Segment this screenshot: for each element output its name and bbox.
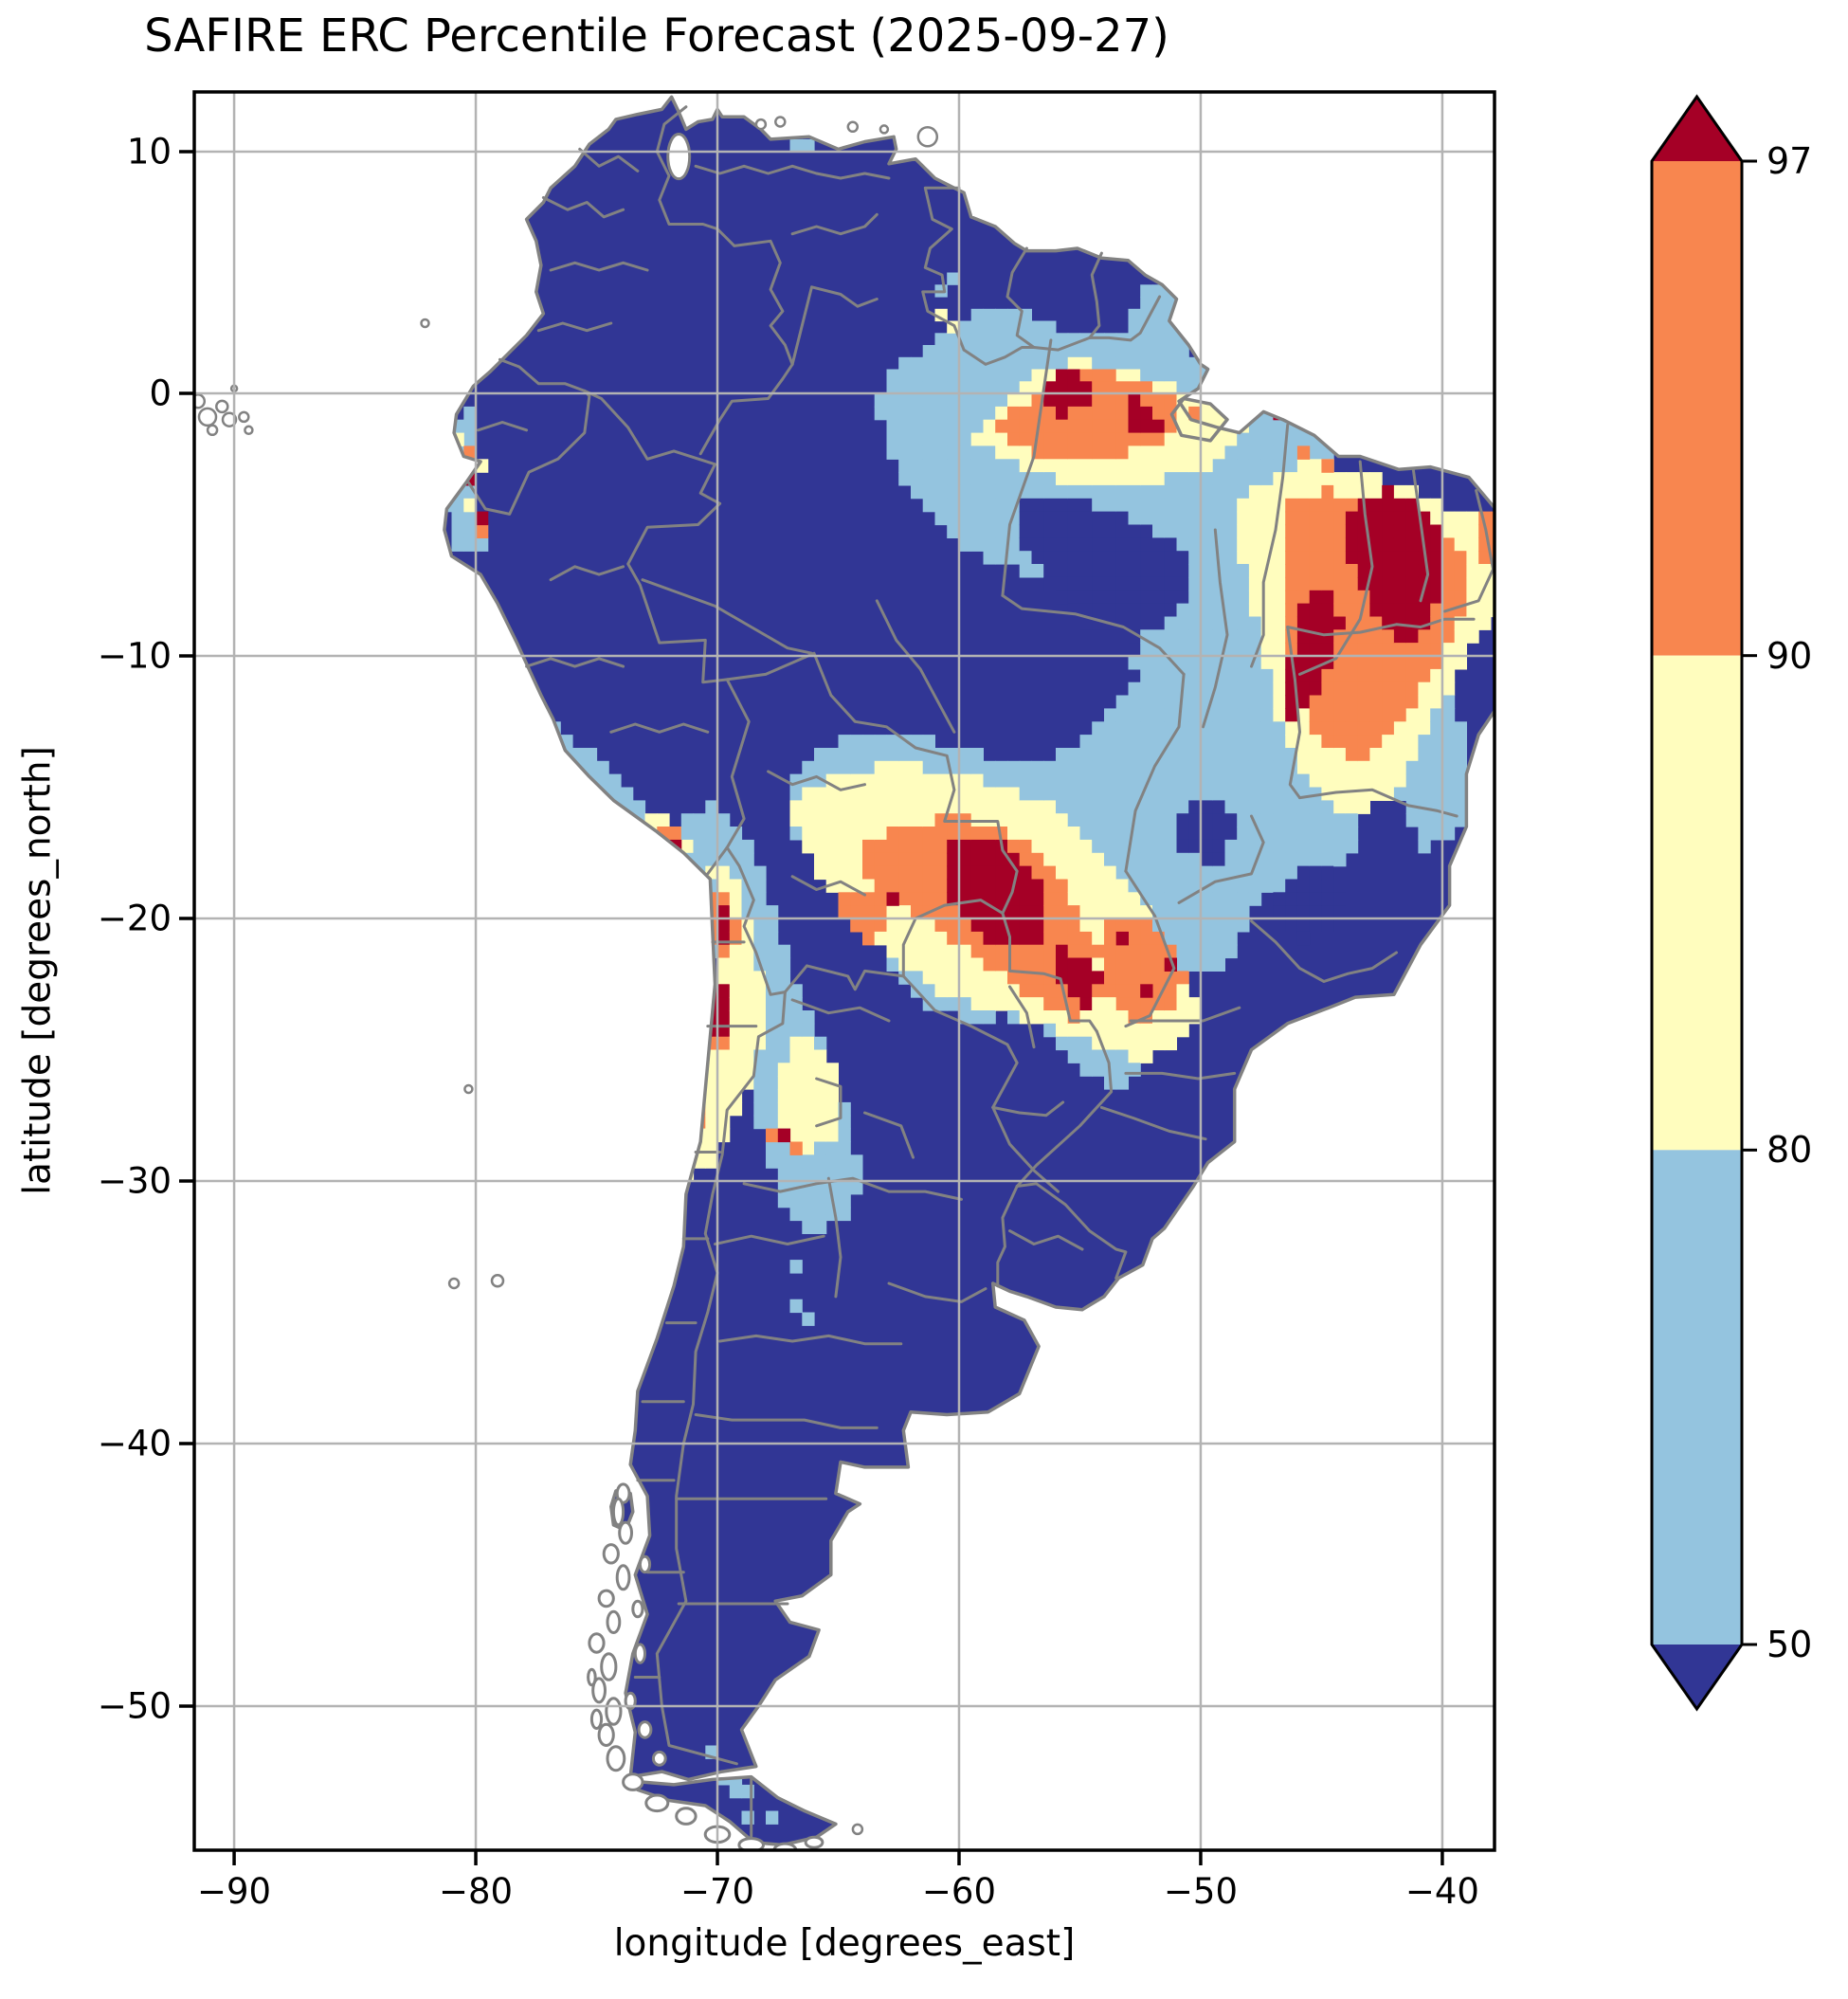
gridlines	[194, 92, 1495, 1850]
y-axis-label: latitude [degrees_north]	[16, 746, 60, 1195]
y-tick-label: 10	[126, 131, 172, 173]
y-tick-label: 0	[149, 373, 172, 414]
map-area	[194, 92, 1495, 1850]
colorbar-segment	[1652, 1150, 1742, 1645]
x-tick-label: −40	[1404, 1871, 1479, 1912]
colorbar	[1650, 94, 1757, 1712]
colorbar-extend-below	[1652, 1645, 1742, 1709]
y-tick-label: −30	[97, 1160, 172, 1202]
x-tick-label: −90	[197, 1871, 272, 1912]
small-islands	[194, 116, 939, 1836]
page-title: SAFIRE ERC Percentile Forecast (2025-09-…	[144, 9, 1169, 63]
colorbar-extend-above	[1652, 97, 1742, 161]
colorbar-segment	[1652, 161, 1742, 656]
patagonian-archipelago	[587, 1482, 824, 1850]
y-tick-label: −40	[97, 1423, 172, 1464]
lake-maracaibo	[666, 133, 692, 181]
colorbar-tick-label: 80	[1766, 1129, 1813, 1172]
axis-ticks	[179, 150, 1444, 1865]
y-tick-label: −50	[97, 1685, 172, 1727]
admin-borders	[443, 95, 1495, 1847]
colorbar-segment	[1652, 655, 1742, 1151]
x-tick-label: −80	[438, 1871, 514, 1912]
colorbar-tick-label: 50	[1766, 1624, 1813, 1665]
colorbar-tick-label: 97	[1766, 140, 1813, 182]
x-tick-label: −50	[1163, 1871, 1238, 1912]
x-tick-label: −70	[679, 1871, 755, 1912]
y-tick-label: −10	[97, 635, 172, 677]
colorbar-tick-label: 90	[1766, 634, 1813, 677]
x-axis-label: longitude [degrees_east]	[613, 1922, 1076, 1965]
y-tick-label: −20	[97, 898, 172, 939]
plot-frame	[192, 90, 1496, 1852]
x-tick-label: −60	[921, 1871, 997, 1912]
